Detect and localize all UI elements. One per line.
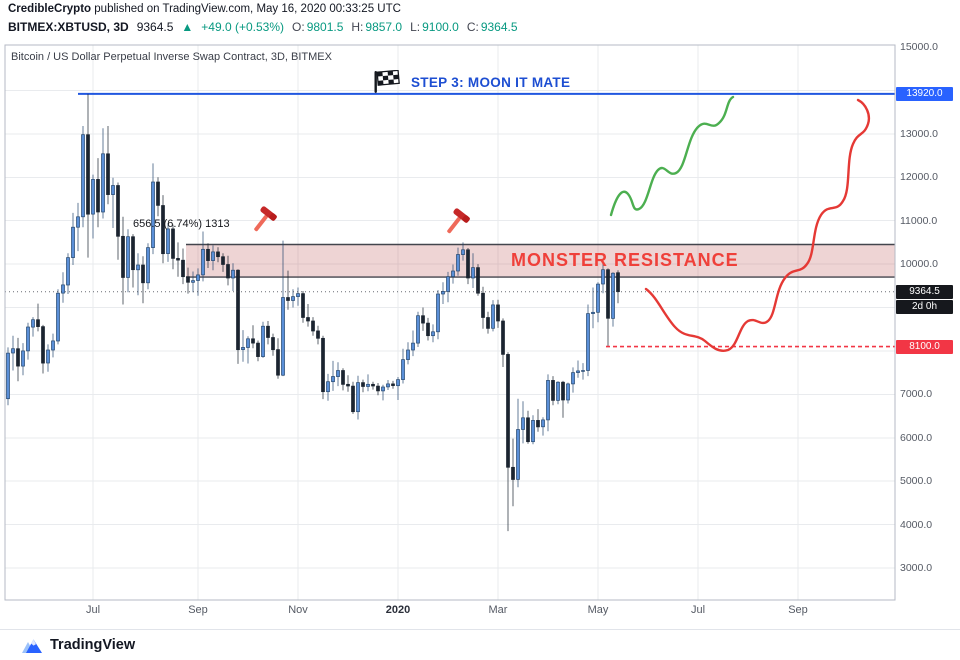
hammer-icon[interactable] — [248, 205, 278, 236]
resistance-zone[interactable] — [186, 243, 895, 278]
bullish-path[interactable] — [609, 95, 735, 217]
bearish-then-moon-path[interactable] — [644, 98, 871, 352]
candles — [6, 93, 620, 532]
tradingview-mountains-icon — [22, 639, 42, 653]
time-axis[interactable] — [5, 600, 895, 624]
footer: TradingView — [0, 629, 960, 660]
chart-frame — [4, 44, 896, 601]
gridlines — [5, 45, 895, 600]
tradingview-logo[interactable]: TradingView — [19, 637, 135, 654]
hammer-icon[interactable] — [441, 207, 471, 238]
price-axis[interactable] — [895, 45, 960, 600]
tradingview-wordmark: TradingView — [50, 637, 136, 653]
